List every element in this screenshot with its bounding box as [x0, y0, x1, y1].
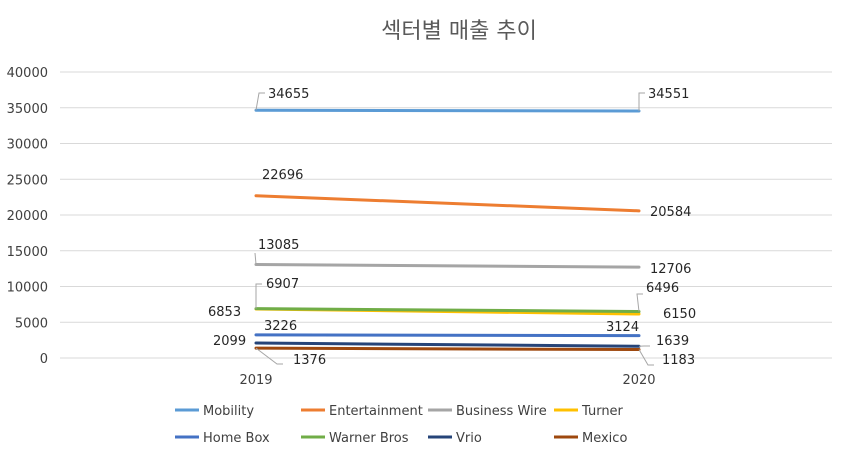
series-line-mexico — [254, 346, 641, 352]
series-line-home-box — [254, 333, 641, 338]
legend-item: Entertainment — [301, 404, 423, 419]
legend-item: Mobility — [175, 404, 254, 419]
y-tick-label: 15000 — [7, 245, 48, 260]
y-tick-label: 25000 — [7, 173, 48, 188]
legend-label: Entertainment — [329, 404, 423, 419]
series-line-mobility — [254, 108, 641, 113]
legend-label: Home Box — [203, 431, 270, 446]
data-label: 6496 — [646, 281, 679, 296]
data-label: 12706 — [650, 262, 691, 277]
legend-label: Business Wire — [456, 404, 547, 419]
legend-item: Home Box — [175, 431, 270, 446]
data-label: 6853 — [208, 305, 241, 320]
x-axis: 2019 2020 — [239, 373, 655, 388]
data-labels: 34655 34551 22696 20584 13085 12706 6853 6150 32… — [208, 87, 696, 368]
legend-item: Business Wire — [428, 404, 547, 419]
leader-line — [638, 349, 654, 366]
x-tick-label: 2020 — [622, 373, 655, 388]
series-line-vrio — [254, 341, 641, 348]
legend-item: Mexico — [554, 431, 627, 446]
data-label: 2099 — [213, 334, 246, 349]
legend-item: Warner Bros — [301, 431, 409, 446]
y-tick-label: 20000 — [7, 209, 48, 224]
data-label: 1639 — [656, 334, 689, 349]
y-tick-label: 30000 — [7, 138, 48, 153]
leader-line — [254, 252, 257, 265]
y-tick-label: 40000 — [7, 66, 48, 81]
gridlines — [60, 71, 832, 359]
data-label: 34655 — [268, 87, 309, 102]
leader-line — [255, 92, 265, 111]
chart-title: 섹터별 매출 추이 — [381, 19, 537, 44]
leader-line — [638, 92, 645, 111]
legend-label: Vrio — [456, 431, 482, 446]
y-tick-label: 5000 — [15, 316, 48, 331]
data-label: 6150 — [663, 307, 696, 322]
legend-label: Mobility — [203, 404, 254, 419]
data-label: 1376 — [293, 353, 326, 368]
y-tick-label: 0 — [40, 352, 48, 367]
legend-label: Mexico — [582, 431, 627, 446]
data-label: 6907 — [266, 277, 299, 292]
legend-label: Turner — [581, 404, 624, 419]
series-line-entertainment — [254, 194, 641, 213]
leader-line — [255, 283, 262, 309]
series-line-business-wire — [254, 262, 641, 269]
data-label: 34551 — [648, 87, 689, 102]
series-lines — [254, 108, 641, 352]
legend-item: Turner — [554, 404, 624, 419]
data-label: 13085 — [258, 238, 299, 253]
leader-line — [255, 347, 283, 365]
series-line-warner-bros — [254, 307, 641, 314]
data-label: 3124 — [606, 320, 639, 335]
data-label: 1183 — [662, 353, 695, 368]
data-label: 22696 — [262, 168, 303, 183]
x-tick-label: 2019 — [239, 373, 272, 388]
legend-label: Warner Bros — [329, 431, 409, 446]
y-axis: 0 5000 10000 15000 20000 25000 30000 35000 40000 — [7, 66, 48, 367]
data-label: 3226 — [264, 319, 297, 334]
data-label: 20584 — [650, 205, 691, 220]
y-tick-label: 35000 — [7, 102, 48, 117]
legend: Mobility Entertainment Business Wire Turner… — [175, 404, 627, 446]
y-tick-label: 10000 — [7, 281, 48, 296]
leader-line — [636, 293, 643, 312]
legend-item: Vrio — [428, 431, 482, 446]
